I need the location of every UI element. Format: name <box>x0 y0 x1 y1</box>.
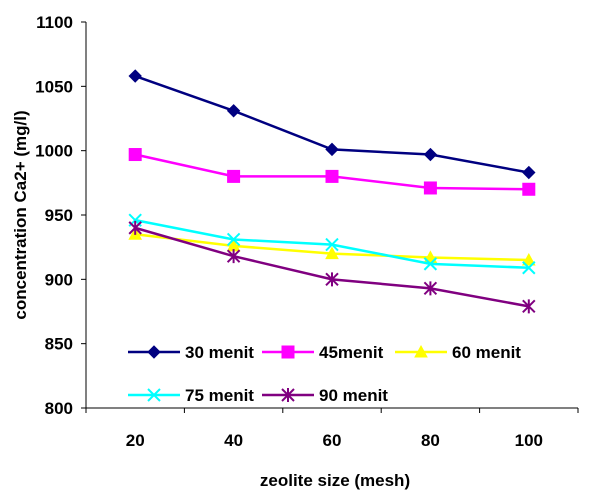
series-5 <box>128 220 536 314</box>
data-point <box>522 261 536 275</box>
legend-item: 30 menit <box>128 343 254 362</box>
data-point <box>423 147 438 162</box>
legend: 30 menit 45menit 60 menit 75 menit 90 menit <box>128 343 521 405</box>
series-line <box>134 74 530 174</box>
legend-item: 90 menit <box>262 386 388 405</box>
x-tick-label: 20 <box>126 431 145 450</box>
data-point <box>128 220 142 235</box>
series-4 <box>128 213 536 275</box>
ticks: 800 850 900 950 1000 1050 1100 20 40 60 80 100 <box>35 13 579 450</box>
legend-marker <box>281 345 295 359</box>
y-tick-label: 900 <box>45 270 73 289</box>
data-point <box>128 69 142 83</box>
data-point <box>522 165 536 180</box>
y-tick-label: 1100 <box>36 13 73 32</box>
data-point <box>325 272 339 287</box>
data-point <box>522 299 536 314</box>
legend-label: 45menit <box>319 343 384 362</box>
y-tick-label: 1050 <box>35 77 73 96</box>
legend-label: 60 menit <box>452 343 521 362</box>
y-axis-title: concentration Ca2+ (mg/l) <box>11 110 30 319</box>
legend-marker <box>147 345 161 359</box>
x-tick-label: 80 <box>421 431 440 450</box>
data-point <box>423 281 438 296</box>
legend-marker <box>414 344 428 358</box>
data-point <box>522 182 536 196</box>
series-2 <box>128 148 536 196</box>
data-point <box>227 169 241 183</box>
data-point <box>325 142 339 157</box>
series-3 <box>128 227 536 266</box>
data-point <box>226 104 241 118</box>
data-point <box>325 246 339 260</box>
legend-item: 45menit <box>262 343 384 362</box>
data-point <box>521 252 536 266</box>
y-tick-label: 1000 <box>35 142 73 161</box>
x-axis-title: zeolite size (mesh) <box>260 471 410 490</box>
data-point <box>128 148 142 162</box>
x-tick-label: 40 <box>224 431 243 450</box>
data-point <box>325 237 339 252</box>
legend-label: 30 menit <box>185 343 254 362</box>
y-tick-label: 950 <box>45 206 73 225</box>
y-tick-label: 800 <box>45 399 73 418</box>
series <box>128 69 536 314</box>
series-1 <box>128 69 536 180</box>
legend-label: 75 menit <box>185 386 254 405</box>
x-tick-label: 60 <box>323 431 342 450</box>
legend-item: 75 menit <box>128 386 254 405</box>
data-point <box>423 257 438 271</box>
legend-marker <box>281 388 295 402</box>
x-tick-label: 100 <box>515 431 543 450</box>
y-tick-label: 850 <box>45 335 73 354</box>
data-point <box>226 232 241 247</box>
data-point <box>423 181 437 195</box>
series-line <box>134 226 530 308</box>
data-point <box>226 249 241 264</box>
legend-marker <box>147 388 161 402</box>
legend-item: 60 menit <box>395 343 521 362</box>
data-point <box>325 169 339 183</box>
legend-label: 90 menit <box>319 386 388 405</box>
